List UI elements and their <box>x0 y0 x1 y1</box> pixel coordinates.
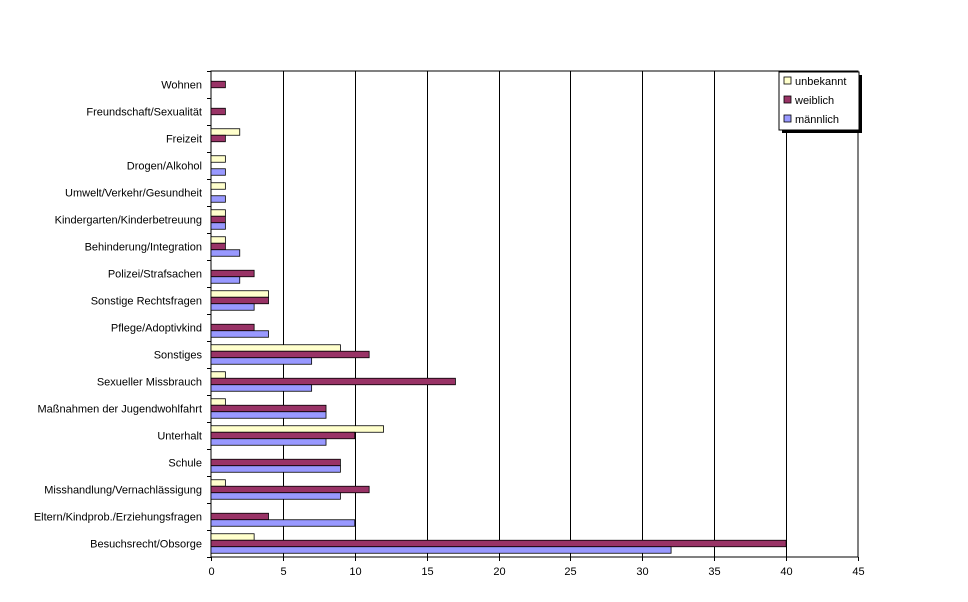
bars <box>210 80 787 554</box>
category-label: Maßnahmen der Jugendwohlfahrt <box>38 404 202 416</box>
bar-unbekannt <box>210 182 226 190</box>
category-label: Sonstiges <box>154 350 203 362</box>
bar-unbekannt <box>210 398 226 406</box>
bar-männlich <box>210 357 313 365</box>
bar-weiblich <box>210 134 226 143</box>
x-tick-label: 15 <box>421 566 433 578</box>
bar-unbekannt <box>210 128 241 136</box>
bar-unbekannt <box>210 155 226 163</box>
bar-weiblich <box>210 296 269 305</box>
category-label: Freundschaft/Sexualität <box>86 107 202 119</box>
bar-weiblich <box>210 431 356 440</box>
category-label: Unterhalt <box>157 431 202 443</box>
bar-weiblich <box>210 485 370 494</box>
legend-swatch <box>783 76 792 85</box>
bar-unbekannt <box>210 344 341 352</box>
bar-männlich <box>210 384 313 392</box>
bar-männlich <box>210 168 226 176</box>
category-label: Freizeit <box>166 134 202 146</box>
bar-männlich <box>210 195 226 203</box>
category-label: Pflege/Adoptivkind <box>111 323 202 335</box>
legend-box <box>778 71 860 131</box>
x-tick-label: 25 <box>564 566 576 578</box>
category-label: Eltern/Kindprob./Erziehungsfragen <box>34 512 202 524</box>
x-tick-label: 5 <box>280 566 286 578</box>
category-label: Kindergarten/Kinderbetreuung <box>55 215 202 227</box>
category-label: Sexueller Missbrauch <box>97 377 202 389</box>
legend-label: weiblich <box>794 95 834 107</box>
bar-unbekannt <box>210 371 226 379</box>
x-tick-label: 0 <box>208 566 214 578</box>
bar-weiblich <box>210 269 255 278</box>
bar-unbekannt <box>210 290 269 298</box>
y-axis: Wohnen Freundschaft/Sexualität Freizeit Dro… <box>34 71 211 558</box>
legend-swatch <box>783 114 792 123</box>
category-label: Behinderung/Integration <box>85 242 202 254</box>
category-label: Wohnen <box>161 80 202 92</box>
bar-weiblich <box>210 512 269 521</box>
category-label: Sonstige Rechtsfragen <box>91 296 202 308</box>
plot-area <box>210 70 859 558</box>
legend: unbekannt weiblich männlich <box>778 71 862 133</box>
bar-weiblich <box>210 350 370 359</box>
bar-männlich <box>210 465 341 473</box>
bar-unbekannt <box>210 425 384 433</box>
bar-männlich <box>210 492 341 500</box>
bar-unbekannt <box>210 533 255 541</box>
x-tick-label: 45 <box>852 566 864 578</box>
x-tick-label: 20 <box>493 566 505 578</box>
bar-männlich <box>210 330 269 338</box>
bar-weiblich <box>210 242 226 251</box>
bar-unbekannt <box>210 209 226 217</box>
bar-weiblich <box>210 107 226 116</box>
x-tick-label: 40 <box>780 566 792 578</box>
bar-weiblich <box>210 377 456 386</box>
x-tick-label: 35 <box>708 566 720 578</box>
legend-swatch <box>783 95 792 104</box>
category-label: Schule <box>168 458 202 470</box>
bar-weiblich <box>210 539 787 548</box>
bar-weiblich <box>210 80 226 89</box>
bar-weiblich <box>210 323 255 332</box>
x-axis: 0 5 10 15 20 25 30 35 40 45 <box>208 557 865 578</box>
bar-männlich <box>210 222 226 230</box>
bar-weiblich <box>210 215 226 224</box>
category-label: Besuchsrecht/Obsorge <box>90 539 202 551</box>
bar-männlich <box>210 276 241 284</box>
category-label: Drogen/Alkohol <box>127 161 202 173</box>
bar-weiblich <box>210 458 341 467</box>
category-label: Umwelt/Verkehr/Gesundheit <box>65 188 202 200</box>
x-tick-label: 30 <box>636 566 648 578</box>
bar-unbekannt <box>210 479 226 487</box>
bar-männlich <box>210 519 356 527</box>
bar-männlich <box>210 411 327 419</box>
gridlines <box>283 71 787 557</box>
legend-label: männlich <box>795 114 839 126</box>
legend-label: unbekannt <box>795 76 846 88</box>
bar-unbekannt <box>210 236 226 244</box>
bar-männlich <box>210 249 241 257</box>
bar-männlich <box>210 546 672 554</box>
category-label: Polizei/Strafsachen <box>108 269 202 281</box>
category-label: Misshandlung/Vernachlässigung <box>44 485 202 497</box>
bar-männlich <box>210 303 255 311</box>
bar-männlich <box>210 438 327 446</box>
x-tick-label: 10 <box>349 566 361 578</box>
bar-weiblich <box>210 404 327 413</box>
